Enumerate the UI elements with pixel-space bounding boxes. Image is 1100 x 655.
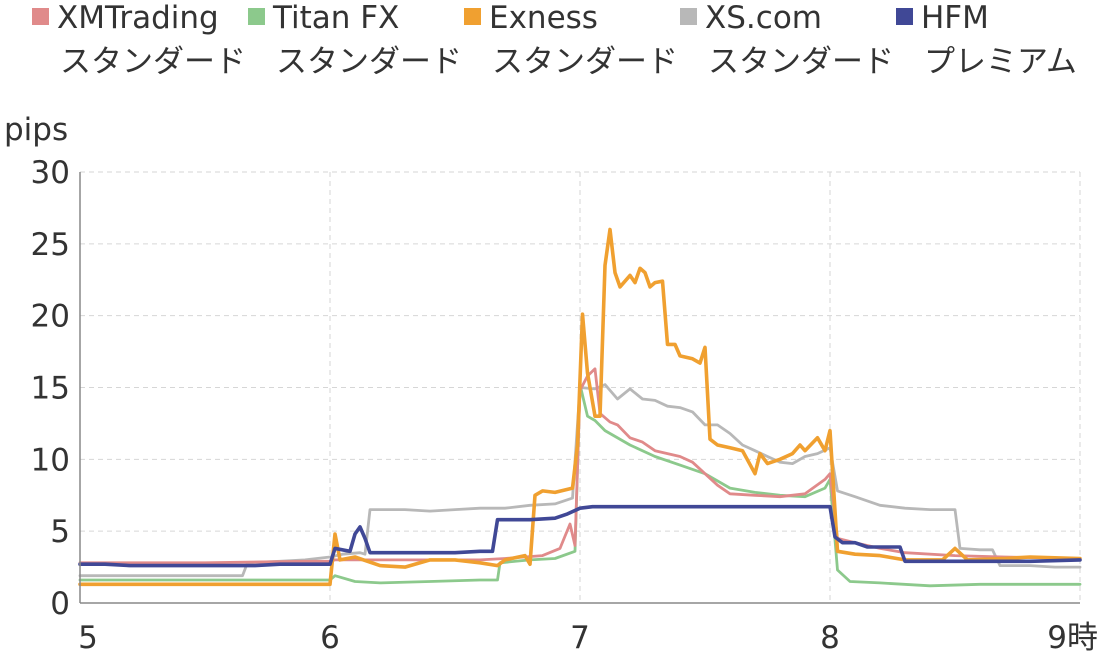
- legend-label: HFM: [921, 0, 989, 36]
- y-tick-label: 5: [50, 514, 70, 550]
- series-line-xs-com: [78, 383, 1082, 578]
- x-tick-label: 7: [570, 620, 590, 655]
- x-tick-label: 5: [78, 620, 98, 655]
- y-tick-label: 20: [31, 299, 70, 335]
- legend-item: Exness スタンダード: [464, 0, 678, 80]
- y-tick-label: 15: [31, 371, 70, 407]
- legend-item: Titan FX スタンダード: [248, 0, 462, 80]
- x-tick-label: 6: [320, 620, 340, 655]
- legend-swatch: [896, 8, 913, 25]
- legend-sublabel: スタンダード: [276, 44, 462, 80]
- x-tick-label: 9時: [1047, 620, 1098, 655]
- y-tick-label: 25: [31, 227, 70, 263]
- legend-item: HFM プレミアム: [896, 0, 1077, 80]
- series-lines: [78, 227, 1082, 588]
- series-line-hfm: [78, 504, 1082, 568]
- series-line-titan-fx: [78, 383, 1082, 588]
- x-tick-label: 8: [820, 620, 840, 655]
- x-axis-ticks: 5 6 7 8 9時: [78, 620, 1098, 655]
- y-axis-label: pips: [4, 112, 68, 148]
- legend-sublabel: プレミアム: [924, 44, 1077, 80]
- legend-item: XMTrading スタンダード: [32, 0, 246, 80]
- legend-sublabel: スタンダード: [708, 44, 894, 80]
- legend-label: XMTrading: [57, 0, 219, 36]
- legend-sublabel: スタンダード: [492, 44, 678, 80]
- legend-sublabel: スタンダード: [60, 44, 246, 80]
- legend-swatch: [464, 8, 481, 25]
- legend-swatch: [680, 8, 697, 25]
- legend-label: Exness: [489, 0, 598, 36]
- legend-label: XS.com: [705, 0, 822, 36]
- legend-label: Titan FX: [272, 0, 399, 36]
- y-tick-label: 30: [31, 155, 70, 191]
- legend-item: XS.com スタンダード: [680, 0, 894, 80]
- y-axis-ticks: 0 5 10 15 20 25 30: [31, 155, 70, 622]
- legend: XMTrading スタンダード Titan FX スタンダード Exness スタンダー…: [32, 0, 1077, 80]
- legend-swatch: [248, 8, 265, 25]
- legend-swatch: [32, 8, 49, 25]
- y-tick-label: 10: [31, 442, 70, 478]
- series-line-exness: [78, 227, 1082, 587]
- y-tick-label: 0: [50, 586, 70, 622]
